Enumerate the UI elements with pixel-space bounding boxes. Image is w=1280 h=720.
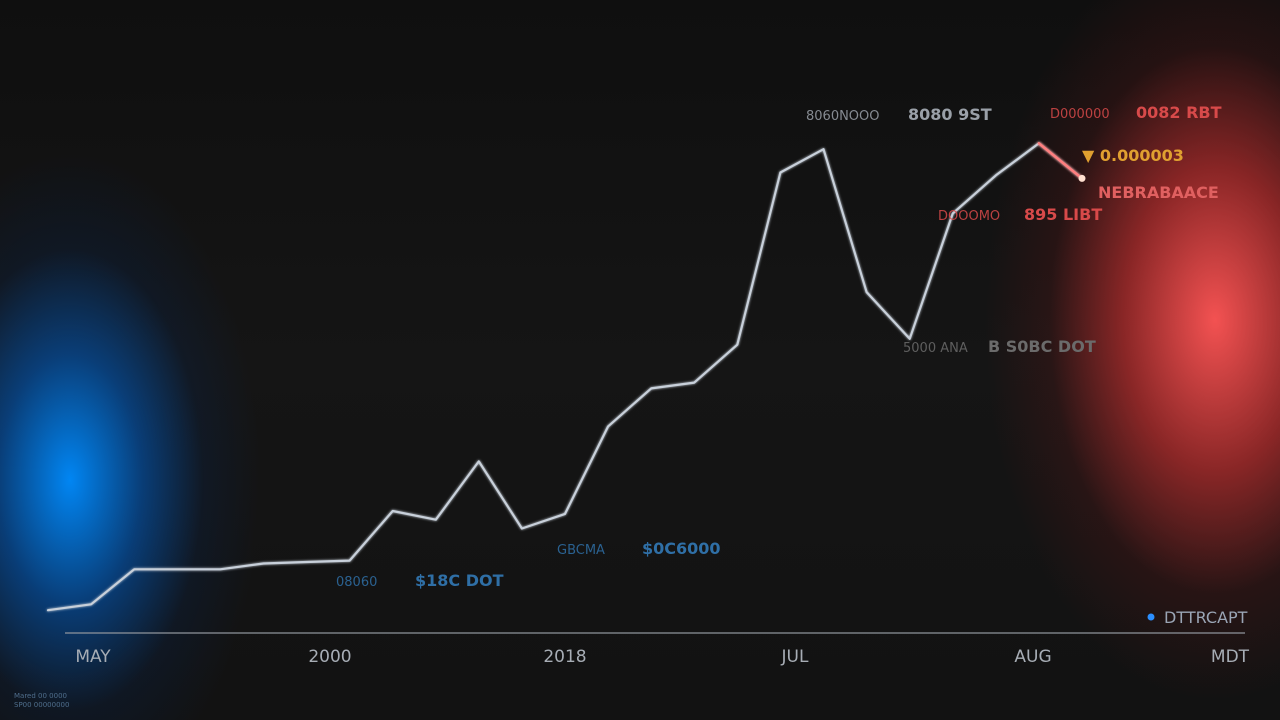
- footer-line-1: Mared 00 0000: [14, 692, 67, 700]
- x-tick-label: AUG: [1014, 647, 1051, 667]
- footer-small-print: Mared 00 0000 SP00 00000000: [14, 692, 69, 710]
- legend-label: DTTRCAPT: [1164, 608, 1248, 627]
- annotation-label: D000000: [1050, 107, 1110, 122]
- series-line-2: [1037, 142, 1084, 180]
- annotation-value: 8080 9ST: [908, 105, 992, 124]
- annotation-label: DOOOMO: [938, 209, 1000, 224]
- annotation-value: ▼ 0.000003: [1082, 146, 1184, 165]
- x-tick-label: 2000: [308, 647, 351, 667]
- annotation-value: 0082 RBT: [1136, 103, 1222, 122]
- annotation-value: 895 LIBT: [1024, 205, 1102, 224]
- annotation-value: NEBRABAACE: [1098, 183, 1219, 202]
- x-tick-label: MDT: [1211, 647, 1250, 667]
- legend-dot-icon: [1147, 613, 1155, 621]
- annotation-label: GBCMA: [557, 543, 605, 558]
- legend: DTTRCAPT: [1147, 608, 1248, 627]
- footer-line-2: SP00 00000000: [14, 701, 70, 709]
- series-line-1: [46, 142, 1084, 612]
- x-tick-labels: MAY 2000 2018 JUL AUG MDT: [75, 647, 1249, 667]
- x-tick-label: 2018: [543, 647, 586, 667]
- annotations: 08060 $18C DOT GBCMA $0C6000 8060NOOO 8080 9S…: [336, 103, 1222, 590]
- annotation-value: $18C DOT: [415, 571, 504, 590]
- last-point-marker: [1078, 174, 1086, 182]
- annotation-value: B S0BC DOT: [988, 337, 1096, 356]
- series-lines: [46, 142, 1086, 612]
- annotation-label: 08060: [336, 575, 377, 590]
- x-tick-label: MAY: [75, 647, 111, 667]
- x-tick-label: JUL: [781, 647, 809, 667]
- annotation-label: 8060NOOO: [806, 109, 880, 124]
- annotation-value: $0C6000: [642, 539, 721, 558]
- annotation-label: 5000 ANA: [903, 341, 968, 356]
